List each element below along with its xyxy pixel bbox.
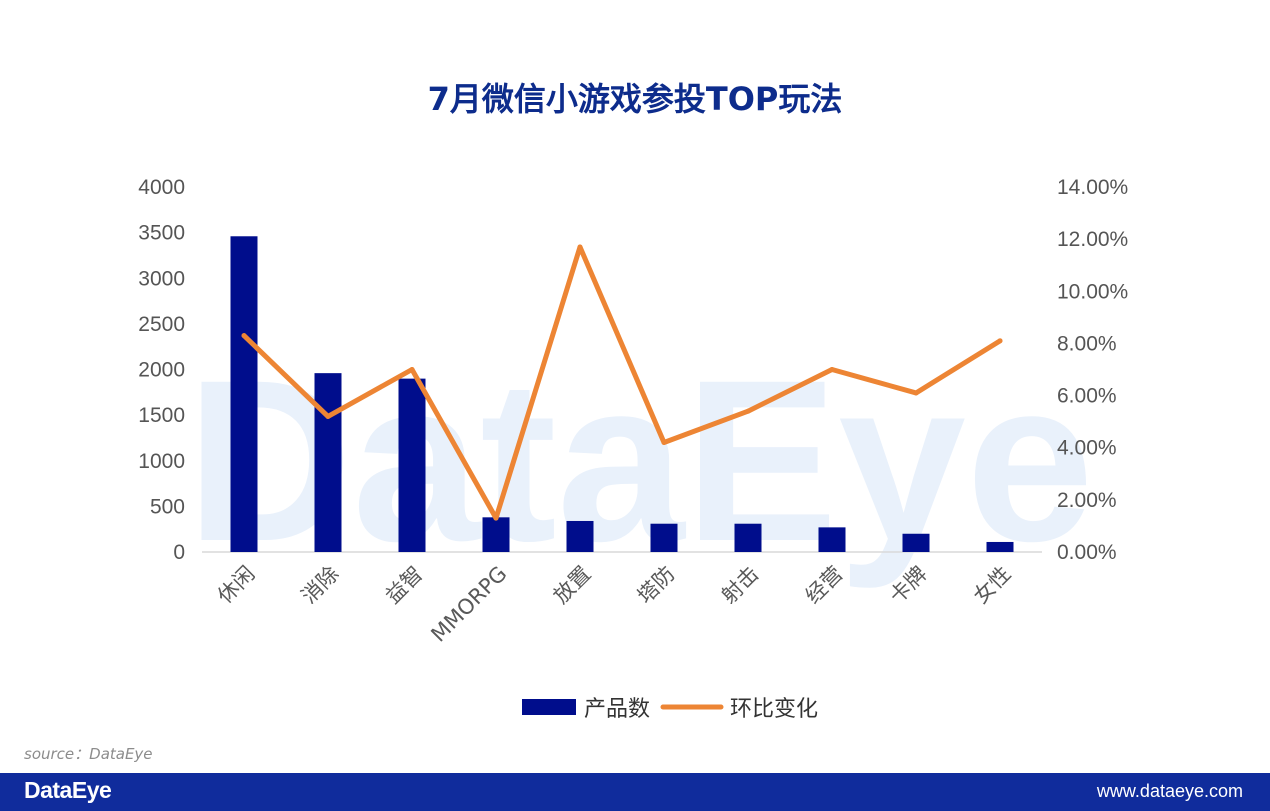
left-axis-tick: 500 [150, 495, 185, 518]
right-axis-tick: 12.00% [1057, 228, 1128, 251]
left-axis-tick: 4000 [138, 176, 185, 199]
line-point-9 [997, 338, 1003, 344]
left-axis: 0 500 1000 1500 2000 2500 3000 3500 4000 [138, 176, 185, 564]
bar-4 [566, 520, 594, 552]
chart: DataEye 05001000150020002500300035004000… [138, 176, 1128, 722]
right-axis-tick: 6.00% [1057, 385, 1117, 408]
right-axis-tick: 4.00% [1057, 437, 1117, 460]
right-axis-tick: 0.00% [1057, 541, 1117, 564]
bar-1 [314, 373, 342, 552]
footer-logo: DataEye [24, 777, 112, 803]
bar-3 [482, 517, 510, 552]
left-axis-tick: 3500 [138, 222, 185, 245]
bar-5 [650, 523, 678, 552]
right-axis: 0.00% 2.00% 4.00% 6.00% 8.00% 10.00% 12.00% 14.… [1057, 176, 1128, 564]
line-point-7 [829, 367, 835, 372]
left-axis-tick: 2500 [138, 313, 185, 336]
legend-line-label: 环比变化 [730, 697, 818, 722]
line-point-8 [913, 390, 919, 396]
bar-0 [230, 236, 258, 552]
line-point-6 [745, 408, 751, 414]
right-axis-tick: 8.00% [1057, 332, 1117, 355]
line-point-5 [661, 440, 667, 445]
bar-6 [734, 523, 762, 552]
left-axis-tick: 1000 [138, 450, 185, 473]
bar-2 [398, 378, 426, 552]
line-point-1 [325, 413, 331, 419]
right-axis-tick: 14.00% [1057, 176, 1128, 199]
bar-7 [818, 527, 846, 552]
right-axis-tick: 2.00% [1057, 489, 1117, 512]
bar-8 [902, 533, 930, 552]
left-axis-tick: 2000 [138, 359, 185, 382]
left-axis-tick: 0 [173, 541, 185, 564]
bar-9 [986, 541, 1014, 552]
line-point-3 [493, 515, 499, 521]
footer-bar: DataEye www.dataeye.com [0, 773, 1270, 811]
left-axis-tick: 1500 [138, 404, 185, 427]
line-point-0 [241, 333, 247, 339]
line-series [241, 244, 1003, 521]
source-note: source：DataEye [24, 745, 153, 763]
chart-title: 7月微信小游戏参投TOP玩法 [427, 80, 843, 118]
legend-bar-swatch [522, 699, 576, 715]
line-point-4 [577, 244, 583, 250]
line-path [241, 244, 1003, 521]
right-axis-tick: 10.00% [1057, 280, 1128, 303]
footer-url: www.dataeye.com [1096, 781, 1243, 801]
bar-series [230, 236, 1014, 552]
line-point-2 [409, 367, 415, 372]
legend-bar-label: 产品数 [584, 697, 650, 722]
left-axis-tick: 3000 [138, 267, 185, 290]
legend: 产品数 环比变化 [522, 697, 818, 722]
